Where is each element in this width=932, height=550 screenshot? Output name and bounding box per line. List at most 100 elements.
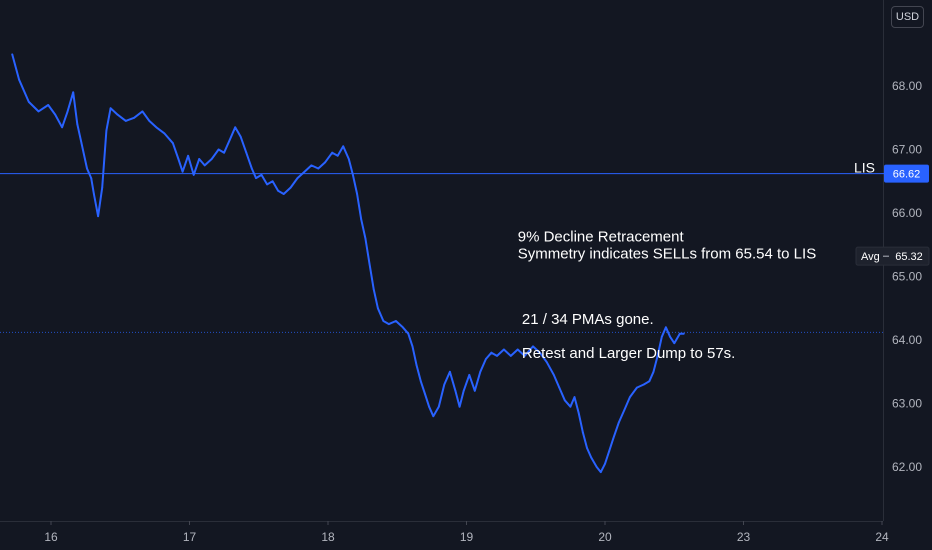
time-tick-label: 20 xyxy=(598,530,612,544)
data-point xyxy=(458,405,461,408)
data-point xyxy=(133,116,136,119)
data-point xyxy=(473,389,476,392)
data-point xyxy=(37,110,40,113)
data-point xyxy=(608,450,611,452)
data-point xyxy=(656,355,659,357)
data-point xyxy=(516,348,519,351)
data-point xyxy=(432,415,435,418)
data-point xyxy=(331,151,334,154)
price-axis: 68.00 67.00 66.00 65.00 64.00 63.00 62.00 xyxy=(892,79,922,474)
data-point xyxy=(141,110,144,113)
data-point xyxy=(336,154,339,157)
data-point xyxy=(503,348,505,351)
data-point xyxy=(468,374,471,376)
data-point xyxy=(296,177,299,180)
avg-level-name: Avg xyxy=(861,251,880,263)
data-point xyxy=(479,370,482,373)
data-point xyxy=(683,332,685,335)
data-point xyxy=(642,383,645,386)
data-point xyxy=(239,135,242,138)
data-point xyxy=(443,383,446,386)
data-point xyxy=(172,142,174,145)
data-point xyxy=(324,161,327,164)
data-point xyxy=(289,186,292,189)
annotation-text: 21 / 34 PMAs gone. xyxy=(522,311,654,328)
data-point xyxy=(424,393,426,395)
data-point xyxy=(428,405,430,408)
time-axis: 16 17 18 19 20 23 24 xyxy=(44,521,889,544)
time-tick-label: 24 xyxy=(875,530,889,544)
lis-price-badge xyxy=(884,164,929,183)
data-point xyxy=(18,78,20,81)
data-point xyxy=(532,345,534,348)
time-tick-label: 18 xyxy=(321,530,335,544)
data-point xyxy=(382,320,385,322)
data-point xyxy=(97,215,99,218)
annotation-text: Retest and Larger Dump to 57s. xyxy=(522,345,735,362)
data-point xyxy=(86,167,88,170)
data-point xyxy=(552,374,555,376)
data-point xyxy=(377,307,379,310)
price-tick-label: 65.00 xyxy=(892,270,922,284)
data-point xyxy=(545,361,548,364)
price-tick-label: 63.00 xyxy=(892,397,922,411)
data-point xyxy=(310,164,313,167)
time-tick-label: 17 xyxy=(183,530,197,544)
data-point xyxy=(163,132,166,135)
data-point xyxy=(617,421,620,424)
data-point xyxy=(665,326,667,329)
data-point xyxy=(569,405,572,408)
data-point xyxy=(395,320,397,322)
price-series xyxy=(11,53,685,474)
price-tick-label: 66.00 xyxy=(892,206,922,220)
data-point xyxy=(604,462,606,465)
data-point xyxy=(54,113,57,116)
data-point xyxy=(599,471,602,473)
data-point xyxy=(629,396,631,398)
avg-price-value: 65.32 xyxy=(895,251,923,263)
data-point xyxy=(76,123,79,125)
data-point xyxy=(255,177,257,180)
data-point xyxy=(101,186,104,189)
time-tick-label: 23 xyxy=(737,530,751,544)
data-point xyxy=(577,412,580,414)
data-point xyxy=(407,332,410,335)
data-point xyxy=(271,180,274,183)
data-point xyxy=(368,262,371,265)
currency-selector-button[interactable]: USD xyxy=(891,6,924,28)
data-point xyxy=(61,126,63,129)
data-point xyxy=(485,358,487,360)
data-point xyxy=(415,364,418,367)
data-point xyxy=(509,355,512,357)
data-point xyxy=(66,110,69,113)
data-point xyxy=(148,120,151,122)
data-point xyxy=(573,396,576,398)
data-point xyxy=(192,174,195,176)
data-point xyxy=(27,101,30,103)
data-point xyxy=(203,164,206,167)
avg-price-badge xyxy=(855,246,930,266)
data-point xyxy=(93,193,95,195)
data-point xyxy=(352,174,354,176)
data-point xyxy=(245,151,248,154)
time-tick-label: 19 xyxy=(460,530,474,544)
data-point xyxy=(187,154,190,157)
data-point xyxy=(356,193,358,195)
data-point xyxy=(260,174,263,176)
data-point xyxy=(595,466,598,468)
data-point xyxy=(347,158,350,160)
price-tick-label: 67.00 xyxy=(892,143,922,157)
price-tick-label: 68.00 xyxy=(892,79,922,93)
data-point xyxy=(678,332,681,335)
lis-level-name: LIS xyxy=(854,160,875,176)
price-tick-label: 62.00 xyxy=(892,460,922,474)
data-point xyxy=(558,386,561,389)
data-point xyxy=(277,189,279,192)
data-point xyxy=(372,288,375,291)
data-point xyxy=(586,447,588,449)
data-point xyxy=(673,342,676,345)
data-point xyxy=(223,151,226,154)
lis-price-value: 66.62 xyxy=(893,169,921,181)
